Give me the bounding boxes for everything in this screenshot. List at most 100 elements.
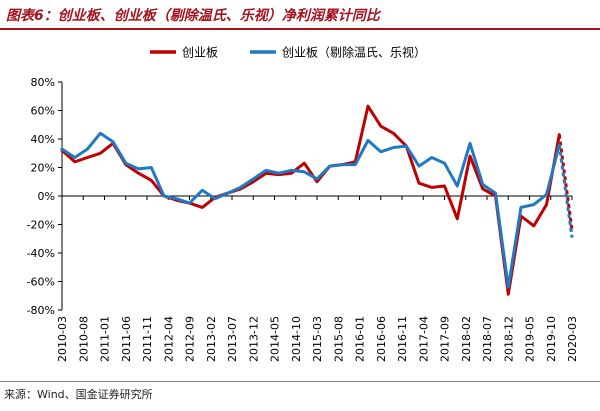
series-point-1-28 xyxy=(418,165,420,167)
series-point-1-21 xyxy=(329,165,331,167)
series-point-1-36 xyxy=(520,206,522,209)
series-point-1-16 xyxy=(265,169,267,172)
series-point-1-22 xyxy=(341,163,344,166)
chart: 创业板 创业板（剔除温氏、乐视） 80% 60% 40% 20% 0% -20% -40% -60… xyxy=(0,34,600,379)
x-tick-label: 2018-12 xyxy=(502,316,515,362)
series-point-1-34 xyxy=(494,192,497,194)
series-point-0-16 xyxy=(265,172,267,174)
y-tick-label: 0% xyxy=(38,190,55,203)
series-point-1-33 xyxy=(482,183,484,186)
series-point-1-3 xyxy=(99,132,102,135)
x-tick-label: 2018-07 xyxy=(481,316,494,362)
series-point-1-19 xyxy=(303,171,306,173)
series-point-0-19 xyxy=(303,162,306,164)
x-tick-label: 2019-10 xyxy=(545,316,558,362)
y-tick-label: -40% xyxy=(27,247,55,260)
y-tick-label: -60% xyxy=(27,276,55,289)
legend-label-0: 创业板 xyxy=(182,46,218,60)
series-point-1-12 xyxy=(214,198,216,200)
series-point-0-30 xyxy=(443,185,446,187)
series-point-1-9 xyxy=(176,198,178,200)
series-point-1-17 xyxy=(278,172,280,174)
series-point-1-27 xyxy=(405,145,408,147)
series-point-0-24 xyxy=(367,105,369,107)
x-tick-label: 2019-05 xyxy=(524,316,537,362)
x-tick-label: 2013-07 xyxy=(226,316,239,362)
series-point-0-7 xyxy=(150,179,153,182)
series-line-0 xyxy=(60,104,561,296)
series-point-1-25 xyxy=(380,151,382,153)
series-point-1-31 xyxy=(456,185,459,187)
series-point-1-38 xyxy=(545,193,548,196)
x-tick-label: 2011-06 xyxy=(120,316,133,362)
series-point-0-2 xyxy=(86,156,89,159)
x-tick-label: 2016-11 xyxy=(396,316,409,362)
x-tick-label: 2012-09 xyxy=(184,316,197,362)
x-tick-label: 2011-11 xyxy=(141,316,154,362)
x-tick-label: 2015-08 xyxy=(332,316,345,362)
series-point-1-15 xyxy=(252,178,255,180)
series-point-0-25 xyxy=(380,125,382,127)
series-point-1-4 xyxy=(112,141,114,143)
source-rule xyxy=(0,381,600,382)
series-point-1-13 xyxy=(227,192,229,194)
series-point-0-11 xyxy=(201,206,204,209)
series-point-0-31 xyxy=(456,218,459,220)
title-bar: 图表6：创业板、创业板（剔除温氏、乐视）净利润累计同比 xyxy=(0,0,600,30)
chart-title: 图表6：创业板、创业板（剔除温氏、乐视）净利润累计同比 xyxy=(6,8,380,24)
x-tick-label: 2014-05 xyxy=(269,316,282,362)
x-tick-label: 2017-04 xyxy=(417,316,430,362)
y-tick-label: 40% xyxy=(31,133,55,146)
series-point-1-24 xyxy=(367,139,369,142)
series-point-1-35 xyxy=(507,286,510,288)
series-point-1-2 xyxy=(86,148,89,150)
series-point-0-28 xyxy=(418,182,420,184)
x-tick-label: 2020-03 xyxy=(566,316,579,362)
series-point-0-18 xyxy=(290,172,293,174)
series-point-1-10 xyxy=(188,202,191,204)
chart-svg: 创业板 创业板（剔除温氏、乐视） 80% 60% 40% 20% 0% -20% -40% -60… xyxy=(27,45,579,362)
x-tick-label: 2014-10 xyxy=(290,316,303,362)
series-point-0-38 xyxy=(545,203,548,206)
series-point-1-11 xyxy=(201,189,204,192)
x-tick-label: 2016-06 xyxy=(375,316,388,362)
series-point-0-26 xyxy=(392,132,395,135)
series-point-1-5 xyxy=(125,162,127,164)
series-point-0-39 xyxy=(558,133,561,136)
x-tick-label: 2010-08 xyxy=(77,316,90,362)
x-tick-label: 2011-01 xyxy=(99,316,112,362)
y-tick-label: -80% xyxy=(27,304,55,317)
series-point-1-20 xyxy=(316,178,318,180)
x-tick-label: 2016-01 xyxy=(354,316,367,362)
y-tick-label: 60% xyxy=(31,105,55,118)
x-tick-label: 2013-02 xyxy=(205,316,218,362)
series-point-1-18 xyxy=(290,169,293,172)
series-point-1-0 xyxy=(61,148,63,150)
title-rule xyxy=(0,28,600,30)
y-tick-label: -20% xyxy=(27,219,55,232)
series-point-1-32 xyxy=(469,142,471,145)
y-tick-label: 20% xyxy=(31,162,55,175)
series-point-0-33 xyxy=(482,188,484,190)
source-note: 来源：Wind、国金证券研究所 xyxy=(4,388,153,401)
x-tick-label: 2012-04 xyxy=(162,316,175,362)
series-point-1-14 xyxy=(239,186,242,189)
x-tick-label: 2015-03 xyxy=(311,316,324,362)
series-line-dashed-1 xyxy=(557,144,574,238)
x-tick-label: 2017-09 xyxy=(439,316,452,362)
series-point-1-40 xyxy=(571,236,573,239)
series-point-1-39 xyxy=(558,143,561,146)
series-point-1-7 xyxy=(150,166,153,169)
series-point-0-6 xyxy=(137,172,140,174)
series-point-0-37 xyxy=(533,225,535,227)
series-point-0-20 xyxy=(316,181,318,183)
series-point-1-1 xyxy=(74,156,76,159)
series-point-1-23 xyxy=(354,163,357,166)
series-point-1-37 xyxy=(533,203,535,206)
series-line-1 xyxy=(60,131,561,289)
series-point-0-35 xyxy=(507,293,510,296)
series-point-1-26 xyxy=(392,146,395,149)
series-point-0-1 xyxy=(74,161,76,163)
x-tick-label: 2010-03 xyxy=(56,316,69,362)
x-tick-label: 2018-02 xyxy=(460,316,473,362)
